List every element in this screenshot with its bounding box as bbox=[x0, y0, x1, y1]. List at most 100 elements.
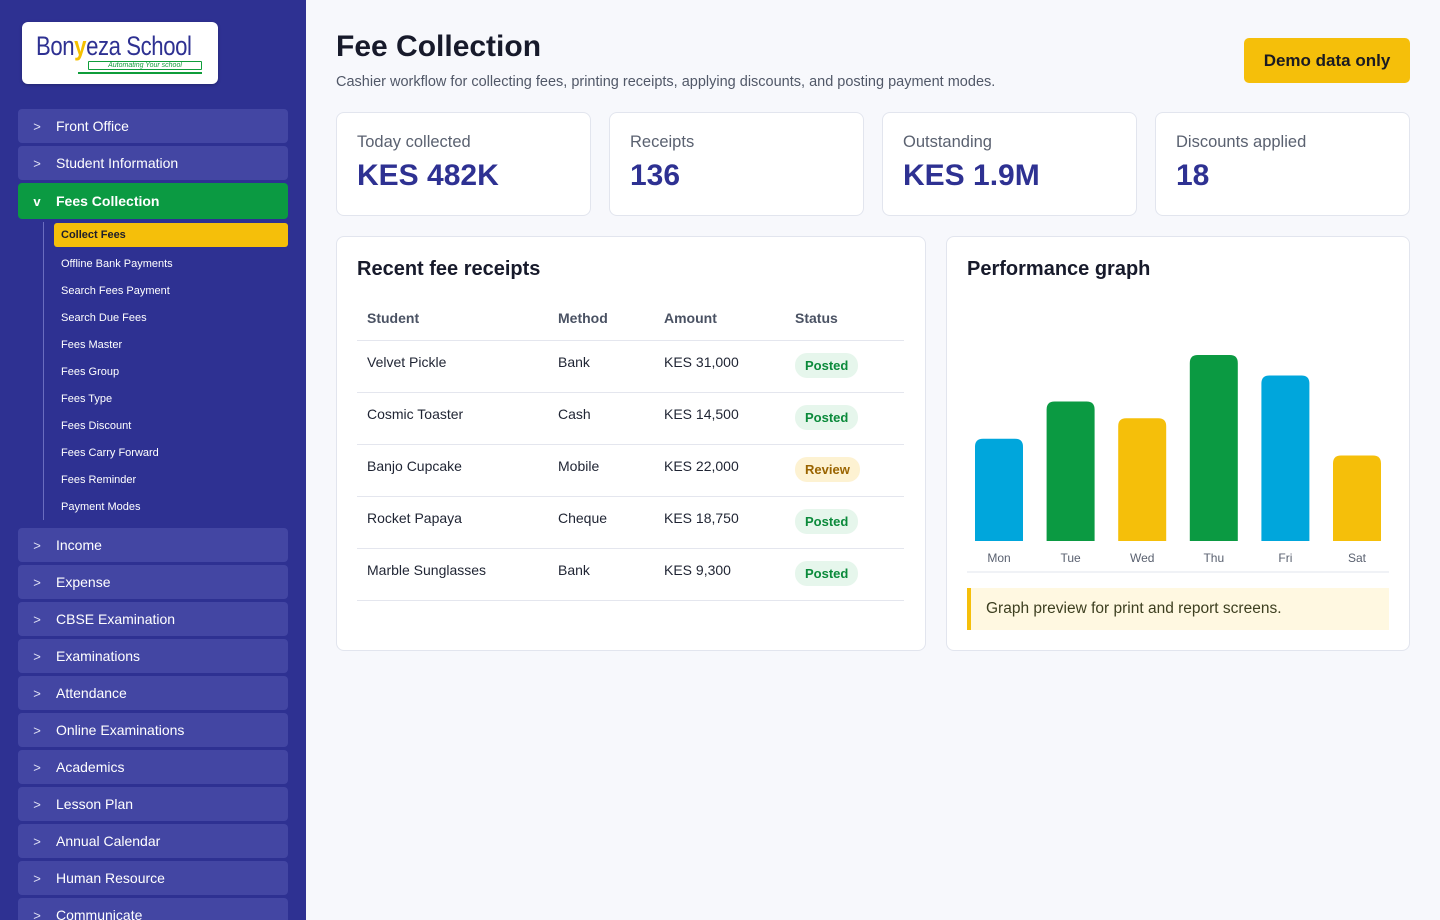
x-tick-label: Thu bbox=[1203, 551, 1224, 565]
sidebar-item-fees-collection[interactable]: v Fees Collection bbox=[18, 183, 288, 219]
chevron-right-icon: > bbox=[33, 722, 41, 738]
submenu-item-fees-group[interactable]: Fees Group bbox=[61, 365, 120, 378]
x-tick-label: Wed bbox=[1130, 551, 1154, 565]
cell-amount: KES 9,300 bbox=[654, 548, 785, 601]
x-tick-label: Fri bbox=[1278, 551, 1292, 565]
sidebar-item-label: Expense bbox=[56, 574, 111, 590]
cell-status: Posted bbox=[785, 548, 904, 601]
bar-tue[interactable] bbox=[1046, 401, 1095, 542]
column-header-status[interactable]: Status bbox=[785, 297, 904, 341]
cell-status: Posted bbox=[785, 340, 904, 393]
sidebar-item-label: Income bbox=[56, 537, 102, 553]
performance-bar-chart: Mon Tue Wed Thu Fri Sat bbox=[967, 355, 1389, 573]
bar-mon[interactable] bbox=[975, 438, 1023, 541]
sidebar-item-label: Fees Collection bbox=[56, 193, 160, 209]
cell-method: Bank bbox=[548, 340, 654, 393]
cell-amount: KES 18,750 bbox=[654, 496, 785, 549]
stat-label: Discounts applied bbox=[1176, 133, 1307, 151]
cell-student: Cosmic Toaster bbox=[357, 392, 548, 445]
sidebar-item-annual-calendar[interactable]: > Annual Calendar bbox=[18, 824, 288, 858]
x-tick-label: Tue bbox=[1060, 551, 1081, 565]
submenu-item-fees-carry-forward[interactable]: Fees Carry Forward bbox=[61, 446, 159, 459]
cell-method: Bank bbox=[548, 548, 654, 601]
chevron-down-icon: v bbox=[33, 193, 41, 209]
stat-label: Today collected bbox=[357, 133, 471, 151]
stat-value: KES 1.9M bbox=[903, 159, 1040, 192]
submenu-item-offline-bank-payments[interactable]: Offline Bank Payments bbox=[61, 257, 173, 270]
submenu-item-payment-modes[interactable]: Payment Modes bbox=[61, 500, 141, 513]
column-header-amount[interactable]: Amount bbox=[654, 297, 785, 341]
cell-student: Marble Sunglasses bbox=[357, 548, 548, 601]
cell-amount: KES 14,500 bbox=[654, 392, 785, 445]
table-row[interactable]: Rocket Papaya Cheque KES 18,750 Posted bbox=[357, 496, 904, 549]
submenu-item-fees-master[interactable]: Fees Master bbox=[61, 338, 123, 351]
performance-graph-card: Performance graph Mon Tue Wed Thu Fri Sat Gra… bbox=[946, 236, 1410, 651]
sidebar-item-cbse-examination[interactable]: > CBSE Examination bbox=[18, 602, 288, 636]
cell-amount: KES 22,000 bbox=[654, 444, 785, 497]
table-row[interactable]: Cosmic Toaster Cash KES 14,500 Posted bbox=[357, 392, 904, 445]
submenu-item-fees-reminder[interactable]: Fees Reminder bbox=[61, 473, 137, 486]
table-row[interactable]: Banjo Cupcake Mobile KES 22,000 Review bbox=[357, 444, 904, 497]
card-title: Recent fee receipts bbox=[357, 258, 541, 280]
sidebar-menu: > Front Office > Student Information v Fees… bbox=[18, 109, 288, 920]
sidebar-item-online-examinations[interactable]: > Online Examinations bbox=[18, 713, 288, 747]
sidebar-item-attendance[interactable]: > Attendance bbox=[18, 676, 288, 710]
stat-value: 136 bbox=[630, 159, 681, 192]
stat-value: KES 482K bbox=[357, 159, 499, 192]
school-logo[interactable]: Bonyeza School Automating Your school bbox=[22, 22, 218, 84]
stat-card-today-collected: Today collected KES 482K bbox=[336, 112, 591, 216]
sidebar-item-human-resource[interactable]: > Human Resource bbox=[18, 861, 288, 895]
sidebar-item-lesson-plan[interactable]: > Lesson Plan bbox=[18, 787, 288, 821]
sidebar-item-student-information[interactable]: > Student Information bbox=[18, 146, 288, 180]
sidebar-item-label: CBSE Examination bbox=[56, 611, 176, 627]
chevron-right-icon: > bbox=[33, 648, 41, 664]
column-header-student[interactable]: Student bbox=[357, 297, 548, 341]
cell-status: Posted bbox=[785, 392, 904, 445]
sidebar-item-label: Attendance bbox=[56, 685, 127, 701]
table-header-row: Student Method Amount Status bbox=[357, 297, 904, 341]
status-badge: Posted bbox=[795, 404, 859, 430]
chevron-right-icon: > bbox=[33, 611, 41, 627]
chevron-right-icon: > bbox=[33, 118, 41, 134]
submenu-item-fees-type[interactable]: Fees Type bbox=[61, 392, 113, 405]
sidebar-item-examinations[interactable]: > Examinations bbox=[18, 639, 288, 673]
stat-card-discounts-applied: Discounts applied 18 bbox=[1155, 112, 1410, 216]
submenu-item-fees-discount[interactable]: Fees Discount bbox=[61, 419, 132, 432]
chevron-right-icon: > bbox=[33, 537, 41, 553]
bar-sat[interactable] bbox=[1333, 455, 1381, 541]
cell-student: Velvet Pickle bbox=[357, 340, 548, 393]
column-header-method[interactable]: Method bbox=[548, 297, 654, 341]
cell-student: Banjo Cupcake bbox=[357, 444, 548, 497]
submenu-item-search-due-fees[interactable]: Search Due Fees bbox=[61, 311, 147, 324]
submenu-item-search-fees-payment[interactable]: Search Fees Payment bbox=[61, 284, 170, 297]
cell-status: Review bbox=[785, 444, 904, 497]
sidebar-item-label: Academics bbox=[56, 759, 125, 775]
page-title: Fee Collection bbox=[336, 30, 542, 63]
cell-method: Cash bbox=[548, 392, 654, 445]
chevron-right-icon: > bbox=[33, 155, 41, 171]
bar-wed[interactable] bbox=[1118, 418, 1167, 541]
cell-method: Cheque bbox=[548, 496, 654, 549]
chevron-right-icon: > bbox=[33, 907, 41, 920]
sidebar-item-expense[interactable]: > Expense bbox=[18, 565, 288, 599]
table-row[interactable]: Marble Sunglasses Bank KES 9,300 Posted bbox=[357, 548, 904, 601]
receipts-table: Student Method Amount Status Velvet Pick… bbox=[357, 297, 904, 601]
bar-fri[interactable] bbox=[1261, 375, 1310, 541]
demo-data-button[interactable]: Demo data only bbox=[1244, 38, 1410, 83]
status-badge: Posted bbox=[795, 560, 859, 586]
bar-thu[interactable] bbox=[1189, 355, 1238, 541]
cell-student: Rocket Papaya bbox=[357, 496, 548, 549]
submenu-item-collect-fees[interactable]: Collect Fees bbox=[54, 223, 288, 247]
x-tick-label: Sat bbox=[1348, 551, 1367, 565]
chevron-right-icon: > bbox=[33, 833, 41, 849]
sidebar-item-front-office[interactable]: > Front Office bbox=[18, 109, 288, 143]
sidebar-item-income[interactable]: > Income bbox=[18, 528, 288, 562]
sidebar-item-academics[interactable]: > Academics bbox=[18, 750, 288, 784]
chevron-right-icon: > bbox=[33, 796, 41, 812]
table-row[interactable]: Velvet Pickle Bank KES 31,000 Posted bbox=[357, 340, 904, 393]
cell-method: Mobile bbox=[548, 444, 654, 497]
status-badge: Posted bbox=[795, 508, 859, 534]
sidebar-item-label: Communicate bbox=[56, 907, 143, 920]
recent-receipts-card: Recent fee receipts Student Method Amoun… bbox=[336, 236, 926, 651]
sidebar-item-communicate[interactable]: > Communicate bbox=[18, 898, 288, 920]
